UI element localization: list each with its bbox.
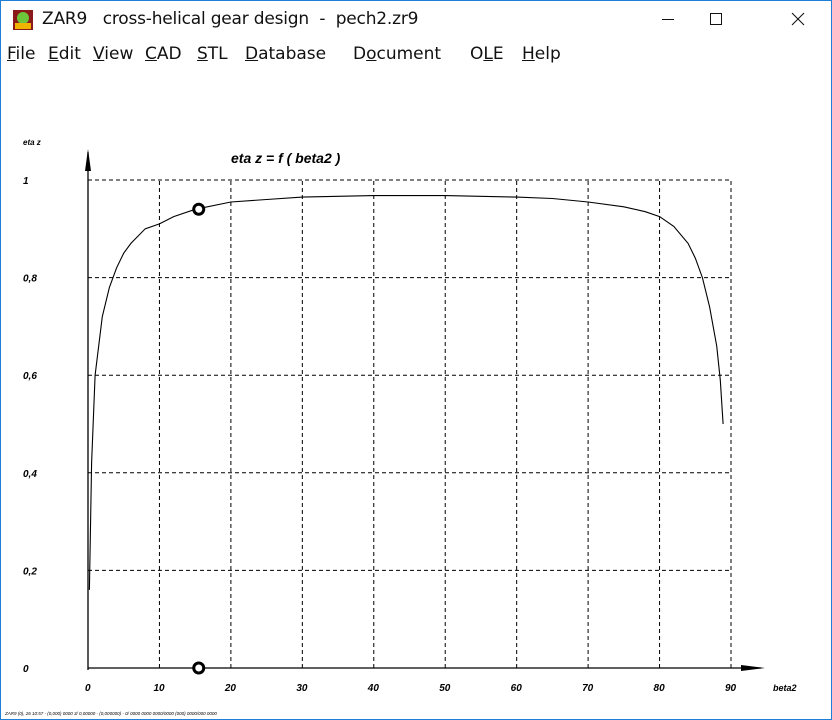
- y-tick-label: 0,8: [23, 274, 37, 285]
- x-tick-label: 40: [367, 683, 380, 694]
- y-axis-arrow: [85, 149, 91, 171]
- x-tick-label: 70: [582, 683, 594, 694]
- x-tick-label: 50: [439, 683, 451, 694]
- footer-status-text: ZAR9 (0), 26 10:57 - (0,000) 0000 3/ 0,0…: [4, 711, 217, 716]
- minimize-icon: [662, 19, 674, 20]
- maximize-icon: [710, 13, 722, 25]
- menu-cad[interactable]: CAD: [145, 44, 182, 64]
- close-icon: [791, 12, 805, 26]
- chart-title: eta z = f ( beta2 ): [231, 150, 341, 166]
- series-line: [88, 195, 724, 590]
- x-tick-label: 20: [224, 683, 237, 694]
- maximize-button[interactable]: [693, 1, 739, 37]
- chart-area: 0 10 20 30 40 50 60 70 80 90 0 0,2 0,4 0,6 0,8 1 eta z be…: [4, 138, 797, 716]
- menu-database[interactable]: Database: [245, 44, 327, 64]
- menu-view[interactable]: View: [93, 44, 134, 64]
- data-point-marker: [192, 202, 206, 216]
- x-axis-arrow: [741, 665, 765, 671]
- menu-file[interactable]: File: [7, 44, 36, 64]
- y-tick-label: 0,6: [23, 371, 37, 382]
- y-axis-label: eta z: [23, 138, 41, 147]
- menu-document[interactable]: Document: [353, 44, 442, 64]
- menu-stl[interactable]: STL: [197, 44, 228, 64]
- menu-bar: File Edit View CAD STL Database Document…: [1, 37, 831, 67]
- y-tick-label: 0,4: [23, 469, 37, 480]
- menu-ole[interactable]: OLE: [470, 44, 504, 64]
- y-tick-label: 0,2: [23, 566, 37, 577]
- x-tick-label: 90: [725, 683, 737, 694]
- title-bar[interactable]: ZAR9 cross-helical gear design - pech2.z…: [1, 1, 831, 37]
- x-tick-label: 10: [153, 683, 165, 694]
- minimize-button[interactable]: [645, 1, 691, 37]
- app-icon: [13, 10, 33, 30]
- window-title: ZAR9 cross-helical gear design - pech2.z…: [42, 9, 419, 29]
- x-tick-label: 0: [85, 683, 91, 694]
- y-tick-label: 0: [23, 664, 29, 675]
- x-tick-label: 60: [511, 683, 523, 694]
- menu-help[interactable]: Help: [522, 44, 561, 64]
- y-tick-label: 1: [23, 176, 29, 187]
- x-tick-label: 80: [654, 683, 666, 694]
- x-tick-label: 30: [296, 683, 308, 694]
- close-button[interactable]: [775, 1, 821, 37]
- x-axis-label: beta2: [773, 683, 797, 693]
- data-point-marker: [192, 661, 206, 675]
- menu-edit[interactable]: Edit: [48, 44, 81, 64]
